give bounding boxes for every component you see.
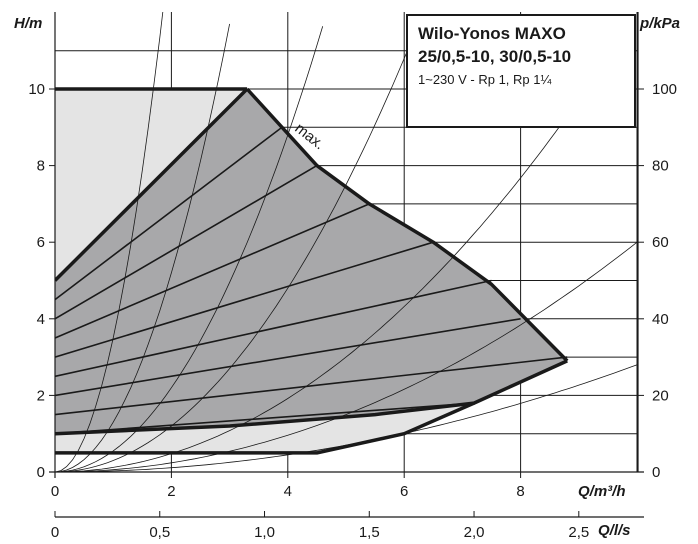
x2-tick-label: 0	[51, 524, 59, 541]
y-right-tick-label: 80	[652, 158, 669, 175]
field-left-edge	[55, 87, 249, 282]
setpoint-line	[55, 241, 434, 358]
y-right-axis-label: p/kPa	[639, 15, 680, 32]
y-right-tick-label: 20	[652, 387, 669, 404]
system-curve	[55, 23, 230, 472]
x-tick-label: 2	[167, 483, 175, 500]
y-axis-label: H/m	[14, 15, 42, 32]
x-tick-label: 0	[51, 483, 59, 500]
setpoint-line	[55, 402, 475, 435]
y-tick-label: 4	[37, 311, 45, 328]
y-tick-label: 10	[28, 81, 45, 98]
chart-subtitle: 1~230 V - Rp 1, Rp 1¼	[418, 72, 552, 87]
axes	[49, 12, 644, 518]
system-curve	[55, 240, 638, 472]
x2-axis-label: Q/l/s	[598, 522, 631, 539]
min-curve	[55, 359, 568, 436]
y-right-tick-label: 40	[652, 311, 669, 328]
x-tick-label: 6	[400, 483, 408, 500]
setpoint-line	[55, 164, 318, 320]
x-tick-label: 8	[516, 483, 524, 500]
setpoint-line	[55, 279, 492, 378]
y-tick-label: 6	[37, 234, 45, 251]
setpoint-line	[55, 318, 521, 397]
y-tick-label: 2	[37, 387, 45, 404]
chart-title-line-2: 25/0,5-10, 30/0,5-10	[418, 47, 572, 66]
x-axis-label: Q/m³/h	[578, 483, 626, 500]
x2-tick-label: 1,5	[359, 524, 380, 541]
x2-tick-label: 2,5	[568, 524, 589, 541]
max-curve	[245, 87, 569, 363]
y-tick-label: 0	[37, 464, 45, 481]
x2-tick-label: 0,5	[149, 524, 170, 541]
setpoint-line	[55, 203, 370, 339]
chart-title-box: Wilo-Yonos MAXO 25/0,5-10, 30/0,5-10 1~2…	[406, 14, 636, 128]
y-tick-label: 8	[37, 158, 45, 175]
y-right-tick-label: 60	[652, 234, 669, 251]
bottom-limit-curve	[55, 401, 475, 455]
setpoint-line	[55, 126, 283, 301]
y-right-tick-label: 100	[652, 81, 677, 98]
system-curve	[55, 12, 164, 472]
system-curve	[55, 30, 626, 472]
pump-curves	[55, 12, 638, 472]
x2-tick-label: 2,0	[464, 524, 485, 541]
system-curve	[55, 26, 324, 472]
chart-title-line-1: Wilo-Yonos MAXO	[418, 24, 566, 43]
system-curve	[55, 30, 417, 472]
x2-tick-label: 1,0	[254, 524, 275, 541]
setpoint-line	[55, 356, 568, 416]
y-right-tick-label: 0	[652, 464, 660, 481]
x-tick-label: 4	[284, 483, 292, 500]
